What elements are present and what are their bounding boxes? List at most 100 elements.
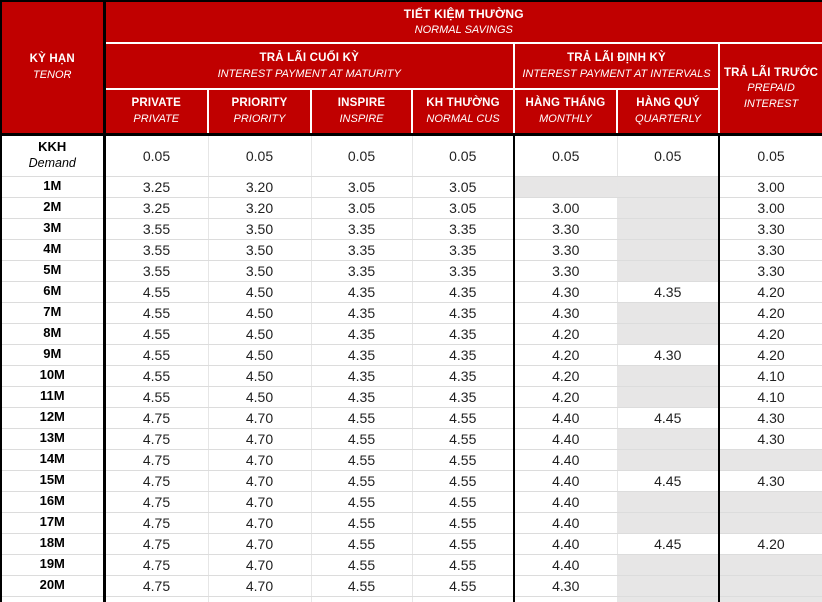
group-prepaid-vi: TRẢ LÃI TRƯỚC <box>723 66 819 79</box>
empty-rate-cell <box>617 239 720 261</box>
rate-cell: 4.75 <box>104 533 209 555</box>
col-quarterly-en: QUARTERLY <box>634 112 702 125</box>
table-row: 13M 4.75 4.70 4.55 4.55 4.40 4.30 <box>0 428 822 450</box>
table-row: 12M 4.75 4.70 4.55 4.55 4.40 4.45 4.30 <box>0 407 822 429</box>
tenor-cell: 13M <box>0 428 106 450</box>
rate-cell: 4.20 <box>514 386 618 408</box>
rate-cell: 3.30 <box>719 239 822 261</box>
col-monthly-en: MONTHLY <box>539 112 592 125</box>
table-row: 3M 3.55 3.50 3.35 3.35 3.30 3.30 <box>0 218 822 240</box>
rate-cell: 0.05 <box>104 134 209 177</box>
empty-rate-cell <box>719 575 822 597</box>
rate-cell: 3.30 <box>719 218 822 240</box>
table-row: 5M 3.55 3.50 3.35 3.35 3.30 3.30 <box>0 260 822 282</box>
rate-cell: 4.20 <box>514 344 618 366</box>
tenor-cell: 10M <box>0 365 106 387</box>
empty-rate-cell <box>617 449 720 471</box>
group-intervals-vi: TRẢ LÃI ĐỊNH KỲ <box>567 51 666 64</box>
tenor-cell: KKH Demand <box>0 134 106 177</box>
column-header-private: PRIVATE PRIVATE <box>103 88 209 136</box>
empty-rate-cell <box>617 260 720 282</box>
rate-cell: 3.00 <box>719 176 822 198</box>
rate-cell: 4.35 <box>412 281 515 303</box>
col-priority-vi: PRIORITY <box>231 97 288 110</box>
empty-rate-cell <box>514 596 618 602</box>
empty-rate-cell <box>617 428 720 450</box>
rate-cell: 3.25 <box>104 176 209 198</box>
rate-cell: 4.75 <box>104 491 209 513</box>
rate-cell: 4.55 <box>104 281 209 303</box>
rate-cell: 4.20 <box>719 302 822 324</box>
empty-rate-cell <box>208 596 312 602</box>
rate-cell: 3.50 <box>208 239 312 261</box>
empty-rate-cell <box>617 512 720 534</box>
rate-cell: 3.30 <box>514 239 618 261</box>
rate-cell: 3.35 <box>412 239 515 261</box>
rate-cell: 4.30 <box>719 407 822 429</box>
rate-cell: 3.55 <box>104 218 209 240</box>
rate-cell: 3.00 <box>719 197 822 219</box>
rate-cell: 3.30 <box>514 218 618 240</box>
rate-cell: 3.55 <box>104 239 209 261</box>
group-maturity-vi: TRẢ LÃI CUỐI KỲ <box>259 51 359 64</box>
column-header-priority: PRIORITY PRIORITY <box>207 88 312 136</box>
rate-cell: 4.10 <box>719 386 822 408</box>
tenor-cell: 11M <box>0 386 106 408</box>
table-row: 8M 4.55 4.50 4.35 4.35 4.20 4.20 <box>0 323 822 345</box>
rate-cell: 4.20 <box>719 323 822 345</box>
rate-cell: 3.50 <box>208 218 312 240</box>
tenor-cell <box>0 596 106 602</box>
empty-rate-cell <box>514 176 618 198</box>
rate-cell: 4.55 <box>311 512 413 534</box>
group-header-intervals: TRẢ LÃI ĐỊNH KỲ INTEREST PAYMENT AT INTE… <box>513 42 720 90</box>
rate-cell: 4.30 <box>719 428 822 450</box>
rate-cell: 4.70 <box>208 407 312 429</box>
rate-cell: 4.55 <box>412 554 515 576</box>
empty-rate-cell <box>719 554 822 576</box>
rate-cell: 4.55 <box>311 491 413 513</box>
empty-rate-cell <box>719 491 822 513</box>
rate-cell: 3.05 <box>412 176 515 198</box>
rate-cell: 3.35 <box>311 260 413 282</box>
empty-rate-cell <box>617 176 720 198</box>
tenor-cell: 16M <box>0 491 106 513</box>
rate-cell: 4.40 <box>514 554 618 576</box>
rate-cell: 4.55 <box>412 575 515 597</box>
group-header-maturity: TRẢ LÃI CUỐI KỲ INTEREST PAYMENT AT MATU… <box>103 42 515 90</box>
rate-cell: 4.35 <box>311 365 413 387</box>
rate-cell: 4.45 <box>617 407 720 429</box>
rate-cell: 4.20 <box>719 344 822 366</box>
rate-cell: 3.05 <box>311 176 413 198</box>
tenor-cell: 6M <box>0 281 106 303</box>
empty-rate-cell <box>719 449 822 471</box>
rate-cell: 4.35 <box>412 365 515 387</box>
rate-cell: 4.75 <box>104 470 209 492</box>
rate-cell: 3.55 <box>104 260 209 282</box>
rate-cell: 4.35 <box>412 302 515 324</box>
empty-rate-cell <box>617 554 720 576</box>
rate-cell: 4.75 <box>104 512 209 534</box>
rate-cell: 4.55 <box>104 365 209 387</box>
rate-cell: 4.55 <box>412 407 515 429</box>
tenor-cell: 2M <box>0 197 106 219</box>
rate-cell: 4.75 <box>104 575 209 597</box>
empty-rate-cell <box>617 386 720 408</box>
rate-cell: 4.75 <box>104 449 209 471</box>
empty-rate-cell <box>719 596 822 602</box>
rate-cell: 0.05 <box>208 134 312 177</box>
tenor-label-en: TENOR <box>33 68 72 81</box>
table-row: 1M 3.25 3.20 3.05 3.05 3.00 <box>0 176 822 198</box>
tenor-label-vi: KỲ HẠN <box>29 53 75 66</box>
table-row: 6M 4.55 4.50 4.35 4.35 4.30 4.35 4.20 <box>0 281 822 303</box>
rate-cell: 4.55 <box>311 470 413 492</box>
column-header-monthly: HÀNG THÁNG MONTHLY <box>513 88 618 136</box>
empty-rate-cell <box>617 365 720 387</box>
rate-cell: 4.35 <box>412 323 515 345</box>
col-private-vi: PRIVATE <box>131 97 182 110</box>
group-header-prepaid: TRẢ LÃI TRƯỚC PREPAID INTEREST <box>717 42 822 136</box>
rate-cell: 4.70 <box>208 449 312 471</box>
rate-cell: 4.10 <box>719 365 822 387</box>
tenor-cell: 19M <box>0 554 106 576</box>
rate-cell: 0.05 <box>617 134 720 177</box>
